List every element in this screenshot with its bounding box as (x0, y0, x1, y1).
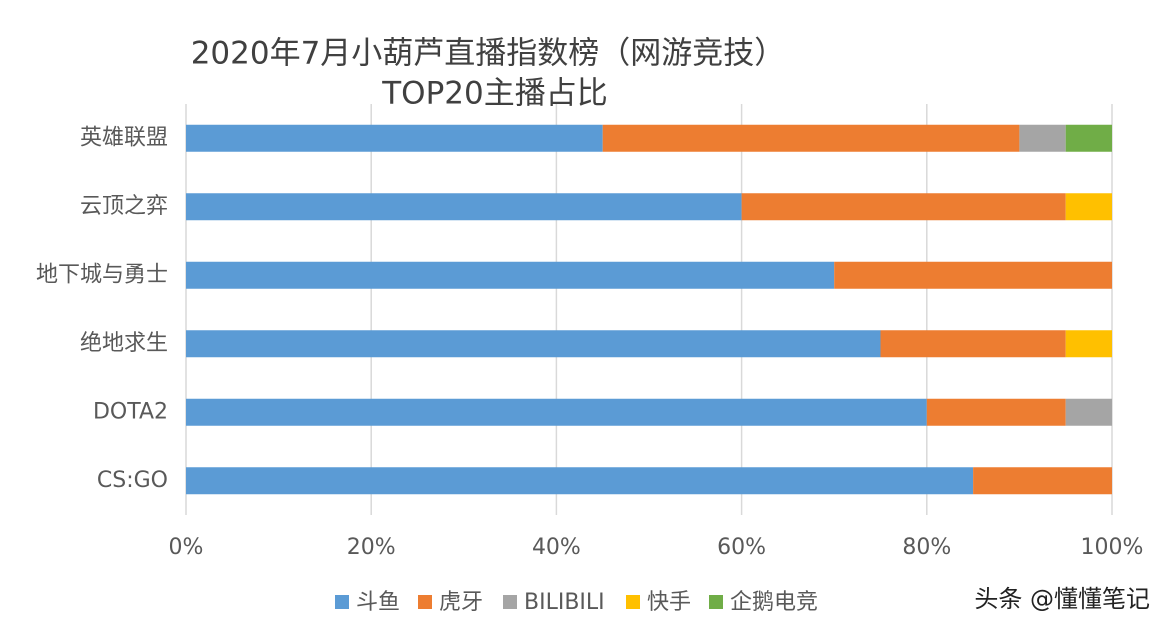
chart-title: TOP20主播占比 (381, 76, 607, 112)
bar-segment (880, 330, 1066, 358)
legend-label: 企鹅电竞 (730, 590, 818, 615)
bar-segment (186, 193, 742, 221)
x-tick-label: 20% (347, 535, 396, 560)
bar-segment (186, 467, 974, 495)
bar-segment (741, 193, 1066, 221)
legend-swatch (626, 595, 640, 609)
legend-label: 斗鱼 (356, 590, 400, 615)
legend-swatch (503, 595, 517, 609)
bar-segment (1065, 398, 1112, 426)
bar-segment (186, 124, 603, 152)
bar-segment (186, 398, 927, 426)
legend-label: BILIBILI (524, 590, 605, 615)
legend-label: 虎牙 (439, 590, 483, 615)
legend-swatch (418, 595, 432, 609)
bar-segment (1065, 193, 1112, 221)
bar-segment (1019, 124, 1066, 152)
bar-segment (186, 261, 835, 289)
bar-segment (926, 398, 1066, 426)
chart-title: 2020年7月小葫芦直播指数榜（网游竞技） (191, 36, 786, 72)
bar-segment (1065, 124, 1112, 152)
x-tick-label: 80% (902, 535, 951, 560)
bar-segment (834, 261, 1112, 289)
y-tick-label: CS:GO (97, 468, 168, 493)
x-tick-label: 0% (169, 535, 204, 560)
y-tick-label: 绝地求生 (80, 331, 168, 356)
bar-segment (1065, 330, 1112, 358)
legend-swatch (335, 595, 349, 609)
bar-segment (186, 330, 881, 358)
y-tick-label: DOTA2 (93, 399, 168, 424)
y-tick-label: 地下城与勇士 (36, 262, 168, 287)
bar-segment (602, 124, 1020, 152)
watermark: 头条 @懂懂笔记 (974, 585, 1150, 613)
legend-swatch (709, 595, 723, 609)
x-tick-label: 40% (532, 535, 581, 560)
legend-label: 快手 (647, 590, 691, 615)
bar-segment (973, 467, 1112, 495)
x-tick-label: 60% (717, 535, 766, 560)
y-tick-label: 英雄联盟 (80, 125, 168, 150)
x-tick-label: 100% (1081, 535, 1144, 560)
y-tick-label: 云顶之弈 (80, 194, 168, 219)
